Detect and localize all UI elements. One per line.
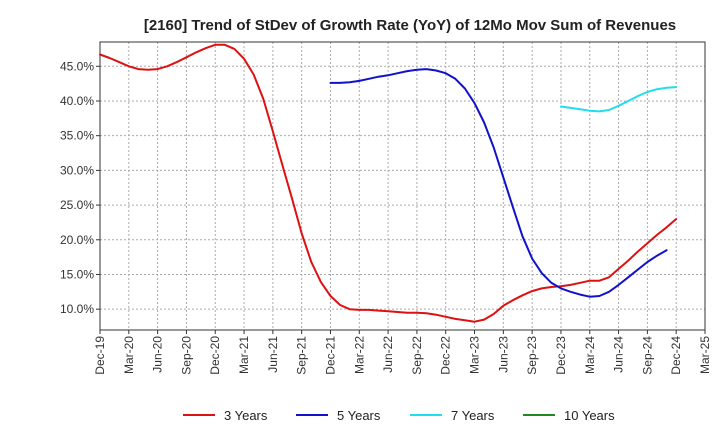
y-tick-label: 40.0% [60,94,94,108]
chart-title: [2160] Trend of StDev of Growth Rate (Yo… [144,17,676,34]
y-tick-label: 35.0% [60,129,94,143]
y-tick-label: 45.0% [60,59,94,73]
y-axis: 10.0% 15.0% 20.0% 25.0% 30.0% 35.0% 40.0% 45.0% [60,59,100,316]
x-tick-label: Jun-24 [612,336,626,373]
x-tick-label: Jun-21 [266,336,280,373]
plot-frame [99,41,706,331]
y-tick-label: 25.0% [60,198,94,212]
series-layer [99,43,678,323]
x-tick-label: Jun-20 [151,336,165,373]
x-tick-label: Dec-19 [93,336,107,375]
x-tick-label: Dec-22 [439,336,453,375]
x-tick-label: Dec-20 [208,336,222,375]
y-tick-label: 10.0% [60,302,94,316]
legend-label-10-years: 10 Years [564,408,615,423]
x-tick-label: Sep-23 [525,336,539,375]
x-tick-label: Mar-23 [468,336,482,374]
legend: 3 Years 5 Years 7 Years 10 Years [183,408,615,423]
x-tick-label: Mar-24 [583,336,597,374]
x-tick-label: Mar-25 [698,336,712,374]
y-tick-label: 15.0% [60,267,94,281]
x-tick-label: Sep-24 [640,336,654,375]
x-tick-label: Sep-20 [179,336,193,375]
x-tick-label: Jun-22 [381,336,395,373]
x-tick-label: Dec-21 [323,336,337,375]
legend-label-7-years: 7 Years [451,408,495,423]
x-tick-label: Dec-23 [554,336,568,375]
x-tick-label: Mar-20 [122,336,136,374]
x-tick-label: Sep-21 [295,336,309,375]
x-tick-label: Sep-22 [410,336,424,375]
y-tick-label: 20.0% [60,233,94,247]
y-tick-label: 30.0% [60,163,94,177]
legend-label-3-years: 3 Years [224,408,268,423]
series-line-5-years [329,68,668,298]
x-tick-label: Jun-23 [496,336,510,373]
grid-layer [99,42,706,330]
x-tick-label: Mar-22 [352,336,366,374]
series-line-3-years [99,43,678,323]
legend-label-5-years: 5 Years [337,408,381,423]
series-line-7-years [560,86,678,113]
x-tick-label: Mar-21 [237,336,251,374]
x-axis: Dec-19 Mar-20 Jun-20 Sep-20 Dec-20 Mar-21 Jun-… [93,330,712,375]
x-tick-label: Dec-24 [669,336,683,375]
